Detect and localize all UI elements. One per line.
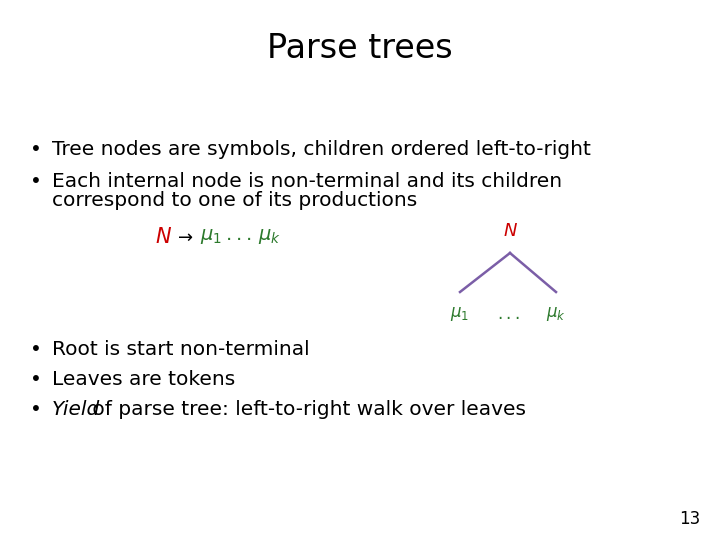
Text: $...$: $...$: [497, 305, 519, 323]
Text: $\mu_k$: $\mu_k$: [546, 305, 566, 323]
Text: •: •: [30, 340, 42, 359]
Text: $\mu_1$: $\mu_1$: [451, 305, 469, 323]
Text: Yield: Yield: [52, 400, 100, 419]
Text: •: •: [30, 400, 42, 419]
Text: of parse tree: left-to-right walk over leaves: of parse tree: left-to-right walk over l…: [86, 400, 526, 419]
Text: $\rightarrow$: $\rightarrow$: [174, 228, 194, 246]
Text: Parse trees: Parse trees: [267, 32, 453, 65]
Text: •: •: [30, 140, 42, 159]
Text: •: •: [30, 172, 42, 191]
Text: $N$: $N$: [503, 222, 518, 240]
Text: Tree nodes are symbols, children ordered left-to-right: Tree nodes are symbols, children ordered…: [52, 140, 591, 159]
Text: Leaves are tokens: Leaves are tokens: [52, 370, 235, 389]
Text: $N$: $N$: [155, 227, 172, 247]
Text: 13: 13: [679, 510, 700, 528]
Text: •: •: [30, 370, 42, 389]
Text: correspond to one of its productions: correspond to one of its productions: [52, 191, 418, 210]
Text: $\mu_1 \,...\, \mu_k$: $\mu_1 \,...\, \mu_k$: [200, 227, 281, 246]
Text: Each internal node is non-terminal and its children: Each internal node is non-terminal and i…: [52, 172, 562, 191]
Text: Root is start non-terminal: Root is start non-terminal: [52, 340, 310, 359]
